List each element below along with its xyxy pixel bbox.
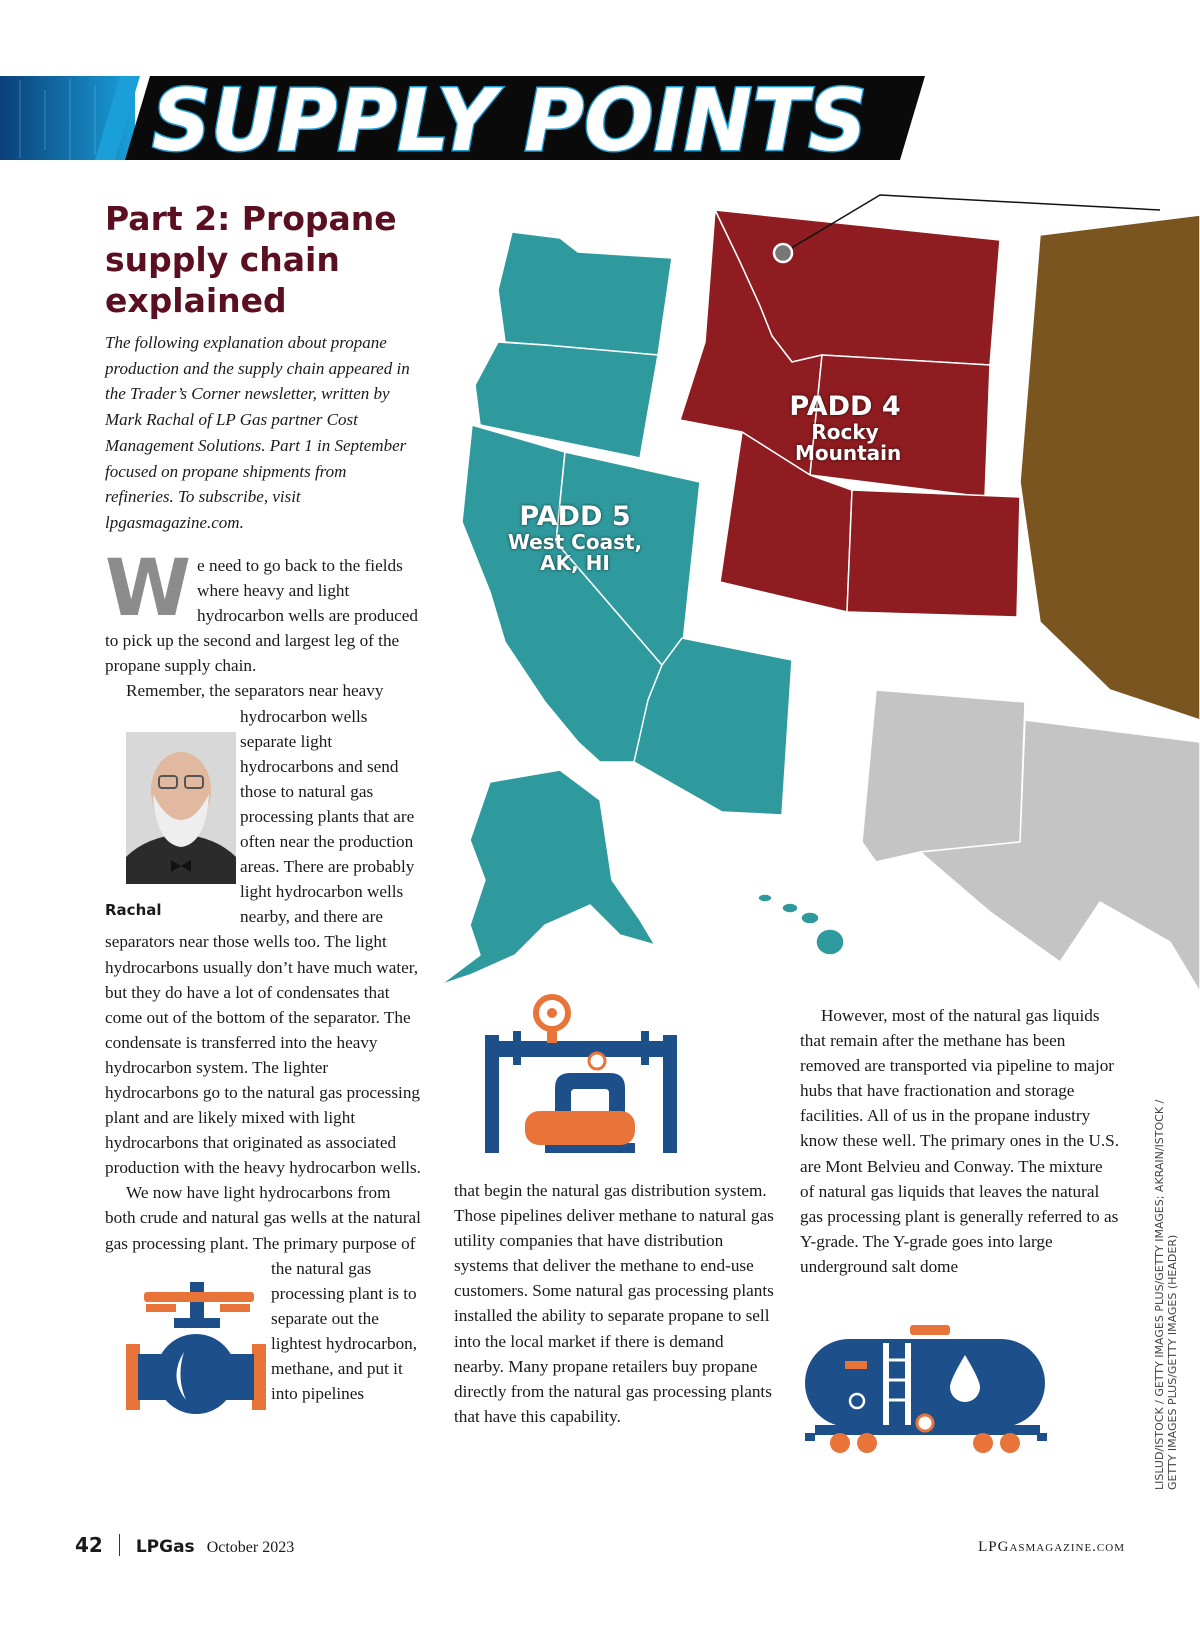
icon-shape — [857, 1433, 877, 1453]
icon-shape — [805, 1433, 1047, 1441]
icon-shape — [805, 1433, 815, 1441]
icon-shape — [757, 893, 773, 903]
padd-map — [439, 194, 1200, 993]
icon-shape — [252, 1344, 266, 1411]
icon-shape — [439, 209, 1200, 993]
icon-shape — [830, 1433, 1020, 1453]
callout-line — [782, 194, 1161, 254]
state-wa — [497, 231, 673, 356]
icon-shape — [910, 1325, 950, 1335]
icon-shape — [815, 928, 845, 956]
icon-shape — [190, 1282, 204, 1293]
issue-date: October 2023 — [206, 1539, 295, 1556]
icon-shape — [156, 1334, 236, 1415]
header-stripes — [19, 78, 96, 160]
photo-caption: Rachal — [105, 900, 162, 919]
state-tx — [919, 719, 1200, 993]
state-co — [846, 489, 1021, 618]
icon-shape — [781, 902, 799, 914]
icon-shape — [848, 1392, 866, 1410]
icon-shape — [176, 1352, 186, 1401]
author-photo: Rachal — [105, 732, 236, 922]
portrait — [126, 732, 236, 885]
icon-shape — [547, 1027, 557, 1043]
padd4-subtitle: Rocky Mountain — [795, 420, 902, 465]
paragraph-text: Remember, the separators near heavy hydr… — [105, 681, 421, 1178]
drop-cap: W — [105, 544, 192, 634]
icon-shape — [800, 911, 820, 925]
column-3: However, most of the natural gas liquids… — [800, 1003, 1120, 1279]
magazine-name: LPGas — [135, 1537, 195, 1557]
website: LPGasmagazine.com — [978, 1539, 1125, 1555]
icon-shape — [126, 1344, 140, 1411]
padd5-title: PADD 5 — [519, 501, 631, 532]
icon-shape — [158, 775, 178, 790]
footer-divider — [118, 1534, 120, 1556]
icon-shape — [845, 1361, 867, 1369]
image-credit: LISLUD/ISTOCK / GETTY IMAGES PLUS/GETTY … — [1153, 1099, 1179, 1490]
paragraph: that begin the natural gas distribution … — [454, 1181, 774, 1426]
icon-shape — [495, 1041, 667, 1057]
icon-shape — [663, 1035, 677, 1153]
header-bar — [125, 76, 925, 160]
icon-shape — [973, 1433, 993, 1453]
valve-drawing — [126, 1282, 266, 1415]
padd4-title: PADD 4 — [789, 391, 901, 422]
icon-shape — [220, 1304, 250, 1313]
paragraph-text: e need to go back to the fields where he… — [105, 556, 419, 676]
icon-shape — [1037, 1433, 1047, 1441]
header-title: SUPPLY POINTS — [152, 71, 867, 171]
state-hi — [757, 893, 845, 956]
icon-shape — [126, 834, 236, 885]
icon-shape — [547, 1008, 557, 1018]
headline: Part 2: Propane supply chain explained — [105, 199, 397, 320]
icon-shape — [151, 752, 211, 829]
icon-shape — [889, 1358, 905, 1402]
padd5-subtitle: West Coast, AK, HI — [507, 530, 643, 575]
icon-shape — [146, 1304, 176, 1313]
icon-shape — [153, 794, 209, 848]
icon-shape — [905, 1343, 911, 1427]
icon-shape — [830, 1433, 850, 1453]
paragraph: We now have light hydrocarbons from both… — [105, 1180, 423, 1415]
icon-shape — [641, 1031, 649, 1065]
icon-shape — [184, 775, 204, 790]
padd-2-edge — [1019, 214, 1200, 721]
paragraph-text: We now have light hydrocarbons from both… — [105, 1183, 421, 1404]
padd4-label: PADD 4 Rocky Mountain — [770, 392, 920, 464]
icon-shape — [525, 1111, 635, 1145]
column-2: that begin the natural gas distribution … — [454, 1178, 774, 1429]
icon-shape — [485, 1035, 499, 1153]
header-banner: SUPPLY POINTS — [0, 70, 925, 173]
icon-shape — [513, 1031, 521, 1065]
state-nm — [861, 689, 1026, 863]
paragraph: However, most of the natural gas liquids… — [800, 1006, 1120, 1276]
tank-car-icon — [805, 1325, 1047, 1453]
header-accent — [95, 76, 140, 160]
intro: The following explanation about propane … — [105, 333, 410, 532]
icon-shape — [174, 1318, 220, 1329]
icon-shape — [171, 860, 191, 873]
icon-shape — [915, 1413, 935, 1433]
icon-shape — [950, 1355, 980, 1402]
page-number: 42 — [75, 1533, 103, 1557]
icon-shape — [587, 1051, 607, 1071]
icon-shape — [1000, 1433, 1020, 1453]
footer: 42 LPGas October 2023 LPGasmagazine.com — [75, 1533, 1125, 1563]
state-az — [633, 637, 793, 816]
state-or — [474, 341, 659, 459]
state-ak — [439, 769, 656, 986]
pipeline-icon — [485, 994, 677, 1153]
paragraph: Rachal Remember, the separators near heav… — [105, 678, 423, 1180]
icon-shape — [144, 1292, 254, 1303]
icon-shape — [883, 1343, 889, 1427]
icon-shape — [545, 1143, 635, 1153]
valve-icon — [105, 1282, 266, 1422]
padd5-label: PADD 5 West Coast, AK, HI — [495, 502, 655, 574]
callout-dot — [772, 242, 794, 264]
